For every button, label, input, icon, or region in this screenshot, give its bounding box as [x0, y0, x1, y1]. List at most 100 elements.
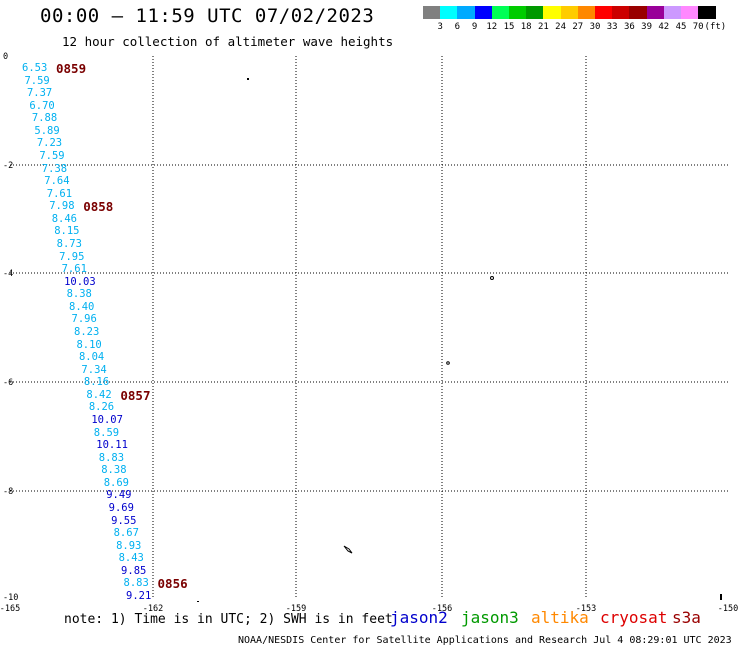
wave-height-value: 8.26	[88, 401, 115, 414]
wave-height-value: 6.70	[29, 99, 55, 112]
wave-height-value: 8.93	[116, 539, 142, 552]
x-tick-label: -159	[286, 604, 306, 614]
wave-height-value: 7.96	[71, 313, 97, 326]
wave-height-value: 8.43	[118, 552, 144, 565]
time-label: 0858	[83, 199, 114, 215]
wave-height-value: 7.37	[26, 87, 53, 100]
wave-height-value: 8.15	[54, 225, 80, 238]
wave-height-value: 8.40	[69, 300, 95, 313]
y-tick-label: -4	[3, 269, 13, 279]
wave-height-value: 7.64	[44, 175, 70, 188]
time-label: 0856	[157, 576, 188, 592]
island-marker	[490, 276, 494, 280]
legend-swatch	[509, 6, 527, 19]
wave-height-value: 8.59	[93, 426, 120, 439]
island-marker	[247, 78, 249, 80]
wave-height-value: 8.73	[56, 238, 82, 250]
legend-swatch	[457, 6, 476, 19]
wave-height-value: 7.34	[81, 363, 107, 376]
legend-label: 45	[675, 22, 687, 32]
island-marker	[446, 361, 450, 365]
satellite-label-cryosat: cryosat	[600, 608, 668, 627]
legend-swatch	[440, 6, 458, 19]
legend-label: 27	[572, 22, 584, 32]
page-title: 00:00 – 11:59 UTC 07/02/2023	[40, 5, 375, 27]
legend-swatch	[612, 6, 630, 19]
x-tick-label: -150	[718, 604, 738, 614]
x-tick-label: -153	[576, 604, 596, 614]
wave-height-value: 5.89	[34, 124, 60, 137]
wave-height-value: 8.46	[51, 212, 77, 225]
wave-height-value: 10.03	[64, 275, 96, 288]
legend-swatch	[560, 6, 579, 19]
legend-label: 36	[623, 22, 635, 32]
legend-label: (ft)	[704, 22, 727, 32]
wave-height-value: 7.61	[61, 263, 87, 276]
wave-height-value: 7.98	[49, 200, 75, 213]
wave-height-value: 7.59	[24, 74, 50, 87]
wave-height-value: 8.38	[66, 288, 92, 301]
wave-height-value: 8.10	[76, 338, 102, 351]
wave-height-value: 7.88	[31, 112, 58, 125]
legend-swatch	[663, 6, 682, 19]
legend-label: 70	[692, 22, 704, 32]
legend-label: 24	[555, 22, 567, 32]
legend-label: 6	[454, 22, 461, 32]
legend-swatch	[698, 6, 716, 19]
legend-swatch	[491, 6, 510, 19]
legend-label: 42	[658, 22, 670, 32]
wave-height-value: 8.42	[86, 388, 112, 401]
legend-label: 30	[589, 22, 601, 32]
island-markers	[197, 78, 722, 602]
legend-swatch	[526, 6, 544, 19]
legend-label: 9	[471, 22, 478, 32]
y-tick-label: -10	[3, 593, 18, 603]
legend-swatch	[543, 6, 562, 19]
satellite-label-jason3: jason3	[461, 608, 519, 627]
island-marker	[720, 594, 722, 600]
legend-label: 12	[486, 22, 498, 32]
x-tick-label: -162	[143, 604, 163, 614]
legend-label: 39	[641, 22, 653, 32]
time-label: 0857	[120, 387, 151, 403]
legend-label: 18	[520, 22, 532, 32]
legend-swatch	[577, 6, 596, 19]
footer-note: note: 1) Time is in UTC; 2) SWH is in fe…	[64, 612, 393, 627]
satellite-label-s3a: s3a	[672, 608, 701, 627]
legend-label: 21	[537, 22, 549, 32]
legend-swatch	[681, 6, 699, 19]
wave-height-value: 7.59	[39, 150, 65, 162]
y-tick-label: 0	[3, 52, 8, 62]
wave-height-value: 8.23	[74, 326, 100, 338]
wave-height-value: 8.67	[113, 527, 139, 540]
axis-tick-labels: -165 -162 -159 -156 -153 -150 0 -2 -4 -6 -8 -10	[0, 52, 738, 614]
wave-height-value: 7.38	[41, 162, 68, 175]
time-label: 0859	[56, 61, 87, 76]
wave-height-value: 6.53	[22, 62, 48, 74]
legend-swatch	[595, 6, 613, 19]
legend-label: 33	[606, 22, 618, 32]
footer-credit: NOAA/NESDIS Center for Satellite Applica…	[238, 635, 732, 646]
wave-height-value: 8.69	[103, 476, 129, 489]
wave-height-value: 9.21	[126, 590, 152, 602]
wave-height-value: 8.38	[101, 464, 127, 477]
wave-height-value: 9.69	[108, 502, 134, 514]
legend-label: 3	[437, 22, 443, 32]
island-marker	[343, 545, 353, 554]
satellite-label-jason2: jason2	[390, 608, 448, 627]
wave-height-value: 9.85	[121, 564, 147, 577]
wave-height-value: 8.83	[123, 577, 149, 590]
wave-height-value: 7.61	[46, 187, 73, 200]
y-tick-label: -2	[3, 161, 13, 171]
y-tick-label: -8	[3, 487, 13, 497]
satellite-label-altika: altika	[531, 608, 589, 627]
wave-height-value: 7.95	[59, 250, 85, 263]
wave-height-value: 8.83	[98, 451, 125, 464]
x-tick-label: -156	[432, 604, 452, 614]
island-marker	[197, 601, 199, 602]
wave-height-value: 9.49	[106, 489, 132, 502]
wave-height-value: 8.04	[78, 351, 105, 364]
wave-height-value: 7.23	[36, 137, 63, 150]
